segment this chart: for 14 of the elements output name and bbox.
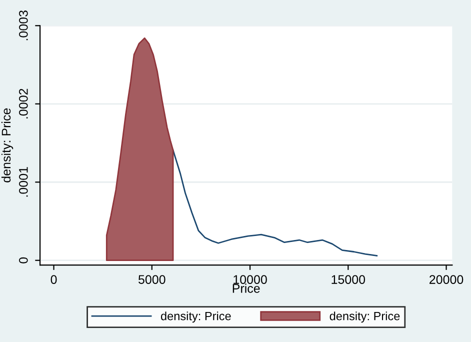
x-tick-label: 10000	[234, 275, 267, 284]
x-tick-label: 0	[50, 275, 57, 284]
line-series	[172, 149, 378, 256]
legend-label: density: Price	[330, 312, 400, 323]
y-axis-title: density: Price	[1, 108, 14, 182]
x-tick-label: 20000	[430, 275, 464, 284]
x-tick-label: 15000	[332, 275, 366, 284]
legend-label: density: Price	[160, 312, 231, 323]
x-tick-label: 5000	[138, 275, 166, 284]
y-tick-label: 0	[18, 257, 28, 264]
y-tick-label: .0003	[18, 10, 28, 40]
y-tick-label: .0002	[18, 88, 28, 118]
y-tick-label: .0001	[18, 167, 28, 197]
x-axis-title: Price	[232, 284, 260, 293]
